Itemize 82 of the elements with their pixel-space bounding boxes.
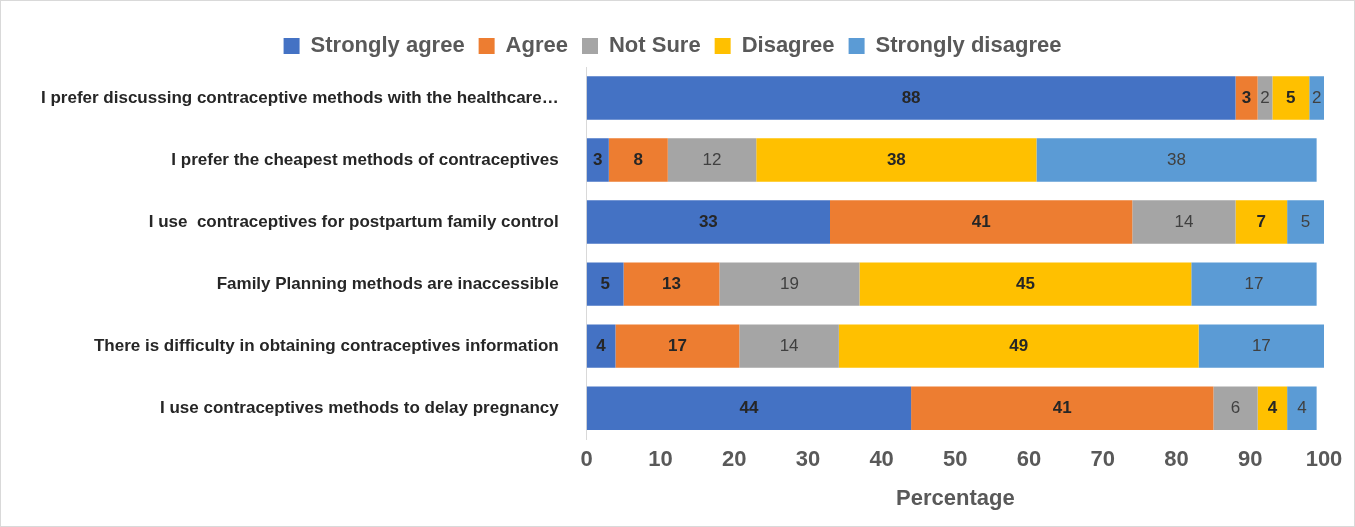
- bar: [830, 200, 1133, 244]
- bar: [838, 324, 1199, 368]
- bar: [1235, 76, 1258, 120]
- bar: [859, 262, 1192, 306]
- data-label: 45: [1015, 273, 1035, 293]
- data-label: 5: [600, 273, 610, 293]
- data-label: 17: [1244, 273, 1264, 293]
- x-tick-label: 20: [721, 446, 747, 472]
- bar: [719, 262, 860, 306]
- x-tick-label: 50: [943, 446, 968, 472]
- legend-label: Strongly agree: [310, 32, 465, 58]
- data-label: 5: [1300, 211, 1311, 231]
- bar: [667, 138, 757, 182]
- data-label: 6: [1230, 397, 1241, 417]
- data-label: 2: [1260, 87, 1270, 107]
- bar: [756, 138, 1037, 182]
- data-label: 44: [739, 397, 759, 417]
- bar: [1132, 200, 1236, 244]
- bar: [911, 386, 1214, 430]
- data-label: 4: [596, 335, 607, 355]
- x-tick-label: 90: [1238, 446, 1263, 472]
- data-label: 12: [702, 149, 722, 169]
- bar: [586, 138, 609, 182]
- data-label: 38: [886, 149, 906, 169]
- data-label: 33: [698, 211, 718, 231]
- legend-label: Disagree: [741, 32, 835, 58]
- data-label: 13: [662, 273, 681, 293]
- data-label: 4: [1267, 397, 1278, 417]
- bar: [1287, 386, 1317, 430]
- bar: [1287, 200, 1324, 244]
- x-tick-label: 10: [648, 446, 673, 472]
- bar: [586, 262, 624, 306]
- x-tick-label: 100: [1305, 446, 1343, 472]
- bar: [623, 262, 720, 306]
- data-label: 17: [1251, 335, 1271, 355]
- data-label: 3: [593, 149, 603, 169]
- data-label: 49: [1009, 335, 1029, 355]
- data-label: 41: [971, 211, 991, 231]
- bar: [586, 76, 1236, 120]
- bar: [615, 324, 740, 368]
- bar: [1198, 324, 1324, 368]
- x-tick-label: 30: [795, 446, 821, 472]
- bar: [1309, 76, 1324, 120]
- bar: [1272, 76, 1310, 120]
- data-label: 14: [779, 335, 799, 355]
- x-axis-title: Percentage: [896, 484, 1015, 510]
- x-tick-label: 60: [1016, 446, 1042, 472]
- x-tick-label: 70: [1090, 446, 1116, 472]
- y-tick-label: I use contraceptives for postpartum family control: [148, 211, 559, 231]
- bar: [739, 324, 839, 368]
- y-tick-label: There is difficulty in obtaining contraceptives information: [93, 335, 559, 355]
- y-tick-label: I prefer discussing contraceptive methods with the healthcare…: [41, 87, 559, 107]
- legend-label: Agree: [505, 32, 568, 58]
- data-label: 5: [1286, 87, 1296, 107]
- legend-label: Not Sure: [608, 32, 701, 58]
- bar: [1235, 200, 1288, 244]
- bar: [586, 200, 830, 244]
- bar: [1257, 386, 1288, 430]
- data-label: 2: [1311, 87, 1322, 107]
- data-label: 7: [1256, 211, 1267, 231]
- bar: [586, 386, 912, 430]
- data-label: 41: [1052, 397, 1072, 417]
- y-tick-label: I use contraceptives methods to delay pregnancy: [160, 397, 560, 417]
- bar: [586, 324, 616, 368]
- data-label: 19: [779, 273, 799, 293]
- data-label: 3: [1241, 87, 1252, 107]
- bar: [1191, 262, 1317, 306]
- data-label: 17: [667, 335, 687, 355]
- bar: [608, 138, 668, 182]
- x-tick-label: 40: [869, 446, 894, 472]
- x-tick-label: 0: [580, 446, 593, 472]
- data-label: 88: [901, 87, 921, 107]
- bar: [1213, 386, 1258, 430]
- data-label: 38: [1167, 149, 1186, 169]
- legend-label: Strongly disagree: [875, 32, 1062, 58]
- data-label: 4: [1297, 397, 1307, 417]
- x-tick-label: 80: [1164, 446, 1189, 472]
- y-tick-label: Family Planning methods are inaccessible: [216, 273, 559, 293]
- bar: [1036, 138, 1317, 182]
- data-label: 8: [633, 149, 644, 169]
- y-tick-label: I prefer the cheapest methods of contraceptives: [171, 149, 559, 169]
- data-label: 14: [1174, 211, 1194, 231]
